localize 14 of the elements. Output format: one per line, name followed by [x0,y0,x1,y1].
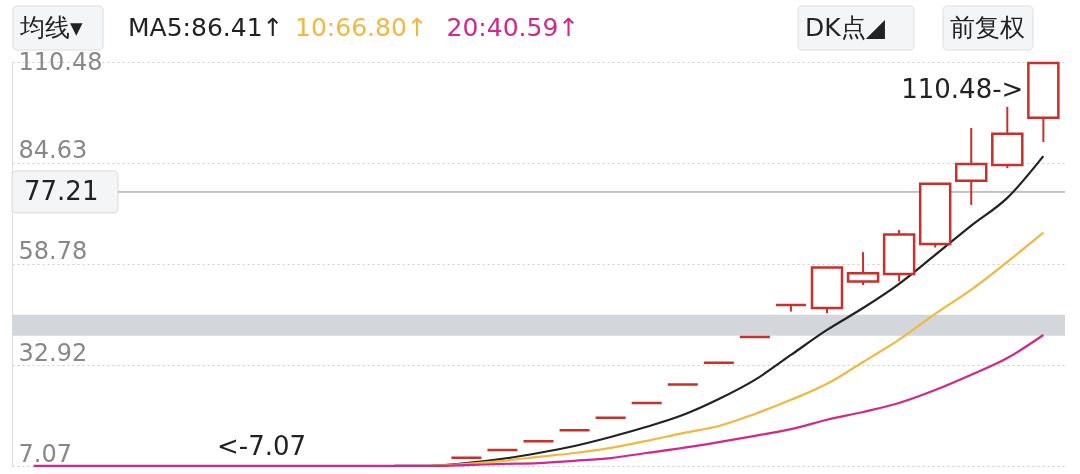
ref-line-label: 77.21 [24,175,99,206]
y-tick-label: 110.48 [18,47,103,76]
text: 均线▾ [19,13,83,42]
annotation: <-7.07 [217,431,307,461]
y-tick-label: 84.63 [18,136,88,165]
text: MA5:86.41↑ [128,13,284,42]
text: 20:40.59↑ [446,13,580,42]
text: DK点◢ [805,13,886,42]
y-tick-label: 7.07 [18,439,72,468]
text: 10:66.80↑ [295,13,428,42]
text: 前复权 [950,13,1025,42]
y-tick-label: 58.78 [18,237,88,266]
annotation: 110.48-> [901,74,1024,104]
y-tick-label: 32.92 [18,338,88,367]
